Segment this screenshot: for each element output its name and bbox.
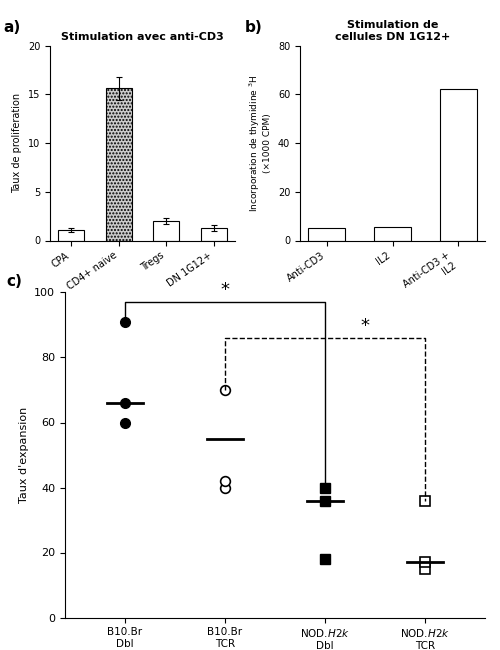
Y-axis label: Taux de proliferation: Taux de proliferation (12, 93, 22, 193)
Bar (308, 228, 344, 240)
Text: *: * (220, 281, 230, 299)
Text: c): c) (6, 274, 22, 289)
Bar (106, 88, 132, 240)
Bar (58, 229, 84, 240)
Y-axis label: Taux d'expansion: Taux d'expansion (18, 407, 28, 503)
Text: b): b) (244, 20, 262, 35)
Bar (200, 228, 226, 240)
Y-axis label: Incorporation de thymidine $^3$H
(×1000 CPM): Incorporation de thymidine $^3$H (×1000 … (248, 74, 272, 212)
Text: *: * (360, 317, 370, 335)
Bar (440, 89, 476, 240)
Title: Stimulation avec anti-CD3: Stimulation avec anti-CD3 (61, 32, 224, 42)
Title: Stimulation de
cellules DN 1G12+: Stimulation de cellules DN 1G12+ (335, 20, 450, 42)
Bar (153, 221, 179, 240)
Bar (374, 227, 410, 240)
Text: a): a) (4, 20, 21, 35)
